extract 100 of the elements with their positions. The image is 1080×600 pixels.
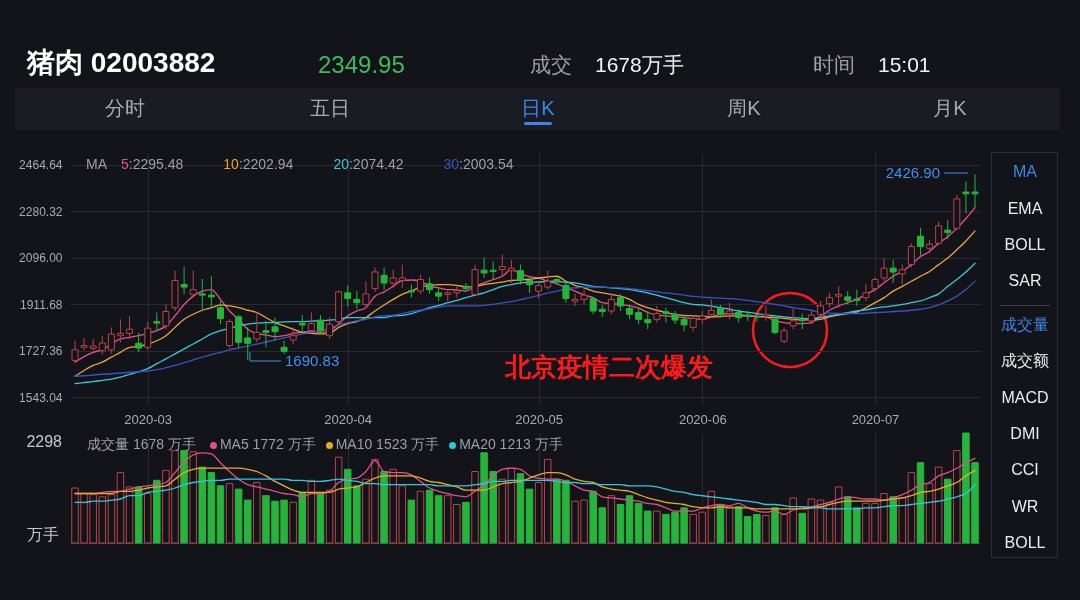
bar (307, 479, 316, 544)
candlestick (371, 266, 379, 293)
legend-label: MA10 1523 万手 (335, 436, 440, 452)
bar (143, 493, 152, 544)
text: 时间 (813, 52, 855, 78)
candlestick (207, 275, 215, 309)
legend-title: MA (86, 156, 107, 172)
candlestick (398, 264, 406, 289)
annotation: 2426.90 (885, 164, 940, 182)
y-axis-title: 万手 (27, 525, 59, 545)
candlestick (498, 253, 506, 277)
candlestick (316, 314, 324, 335)
y-tick-label: 2096.00 (19, 251, 63, 266)
candlestick (326, 317, 334, 340)
legend-label: MA20 1213 万手 (459, 436, 563, 452)
y-tick-label: 2464.64 (19, 158, 63, 173)
candlestick (516, 264, 524, 286)
candlestick (180, 265, 188, 295)
text: MACD (1001, 388, 1049, 408)
x-tick-label: 2020-04 (324, 411, 373, 427)
bar (771, 507, 779, 544)
text: 5:2295.48 (121, 156, 184, 172)
text: 成交额 (1001, 351, 1049, 371)
candlestick (644, 310, 652, 330)
candlestick (916, 227, 924, 257)
candlestick (880, 257, 888, 282)
text: WR (1011, 497, 1039, 517)
candlestick (144, 321, 152, 351)
candlestick (126, 315, 134, 340)
text: 30:2003.54 (443, 156, 514, 172)
bar (471, 471, 479, 544)
bar (762, 515, 770, 544)
bar (334, 456, 343, 544)
bar (889, 496, 897, 544)
candlestick (898, 264, 906, 286)
text: 周K (727, 96, 761, 120)
candlestick (226, 318, 234, 349)
candlestick (562, 282, 570, 304)
text: BOLL (1004, 235, 1046, 255)
bar (253, 482, 261, 544)
candlestick (762, 305, 770, 322)
text: 10:2202.94 (223, 156, 294, 172)
text: 2349.95 (318, 51, 405, 79)
text: 日K (521, 96, 555, 120)
candlestick (607, 293, 615, 315)
bar (116, 472, 125, 544)
candlestick (907, 242, 915, 268)
candlestick (462, 282, 470, 292)
candlestick (480, 257, 488, 279)
annotation: 北京疫情二次爆发 (505, 352, 713, 383)
text: 五日 (310, 96, 350, 120)
bar (934, 466, 943, 544)
candlestick (98, 335, 106, 356)
text: BOLL (1004, 533, 1046, 553)
bar (616, 504, 625, 544)
bar (462, 501, 470, 544)
candlestick (253, 312, 261, 343)
bar (925, 483, 934, 544)
x-tick-label: 2020-06 (678, 411, 727, 427)
candlestick (244, 326, 252, 361)
candlestick (198, 278, 206, 312)
text: 15:01 (878, 52, 931, 78)
text: 月K (933, 96, 967, 120)
bar (725, 506, 734, 544)
bar (525, 488, 534, 544)
y-tick-label: 1727.36 (19, 344, 63, 359)
bar (943, 478, 952, 544)
bar (953, 450, 961, 544)
bar (189, 451, 197, 544)
bar (434, 495, 443, 544)
bar (516, 473, 525, 544)
legend-label: MA5 1772 万手 (219, 436, 316, 452)
bar (289, 501, 297, 544)
candlestick (707, 298, 715, 319)
text: 20:2074.42 (333, 156, 404, 172)
candlestick (889, 259, 897, 284)
bar (798, 512, 807, 544)
text: CCI (1011, 460, 1039, 480)
candlestick (380, 266, 388, 291)
text: EMA (1007, 199, 1043, 219)
candlestick (935, 221, 943, 246)
annotation: 1690.83 (285, 352, 340, 370)
x-tick-label: 2020-03 (124, 411, 173, 427)
candlestick (280, 340, 288, 355)
bar (316, 493, 325, 544)
bar (416, 490, 425, 544)
bar (407, 499, 416, 544)
bar (298, 491, 307, 544)
chart-title: 猪肉 02003882 (27, 46, 216, 80)
candlestick (307, 312, 315, 334)
bar (625, 495, 634, 544)
candlestick (544, 270, 552, 291)
bar (180, 450, 188, 544)
candlestick (389, 269, 397, 289)
y-tick-label: 2280.32 (19, 204, 63, 219)
y-tick-label: 1543.04 (19, 390, 63, 405)
text: 分时 (105, 96, 145, 120)
candlestick (862, 283, 870, 302)
text: SAR (1008, 271, 1042, 291)
candlestick (353, 290, 361, 310)
